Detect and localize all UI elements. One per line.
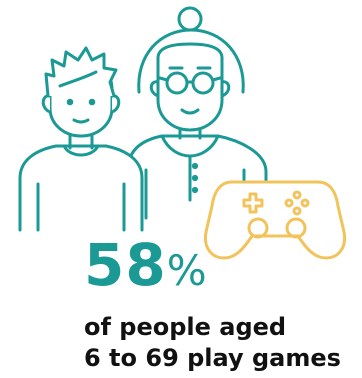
game-controller-icon	[203, 180, 347, 260]
illustration	[18, 6, 347, 260]
stat-percent-sign: %	[166, 246, 207, 295]
stat-headline: 58%	[84, 236, 207, 294]
caption-line-2: 6 to 69 play games	[84, 344, 341, 372]
boy-figure-icon	[18, 46, 144, 232]
caption-line-1: of people aged	[84, 313, 287, 341]
stat-caption: of people aged 6 to 69 play games	[84, 312, 341, 374]
stat-number: 58	[84, 231, 167, 299]
grandmother-figure-icon	[126, 6, 268, 220]
